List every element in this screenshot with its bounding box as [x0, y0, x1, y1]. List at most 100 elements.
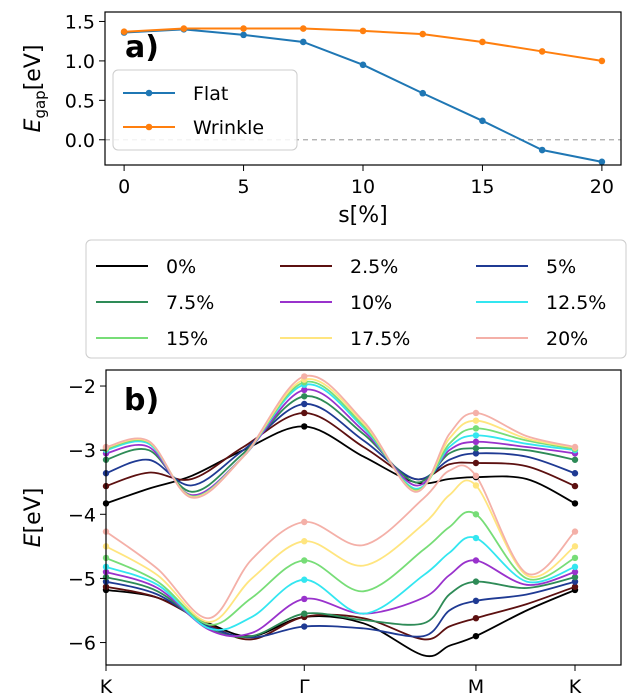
band-conduction-20% — [105, 374, 576, 499]
band-marker — [571, 578, 579, 585]
band-y-label-main: E — [21, 533, 46, 547]
band-marker — [571, 554, 579, 562]
band-marker — [472, 425, 480, 432]
band-marker — [301, 576, 308, 583]
band-marker — [472, 459, 480, 467]
band-marker — [472, 632, 480, 640]
band-marker — [571, 470, 579, 477]
band-marker — [472, 438, 480, 446]
gap-y-axis-label: Egap[eV] — [21, 45, 49, 133]
x-tick-label: 0 — [118, 176, 130, 198]
x-tick-label: 5 — [238, 176, 250, 198]
legend-label: 15% — [166, 328, 208, 350]
y-tick-label: 1.0 — [65, 51, 95, 73]
y-tick-label: 1.5 — [65, 11, 95, 33]
band-conduction-7.5% — [105, 395, 576, 493]
y-tick-label: −3 — [68, 440, 96, 462]
gap-legend: Flat Wrinkle — [112, 69, 298, 151]
band-marker — [472, 578, 480, 585]
data-point — [419, 89, 427, 97]
band-marker — [472, 445, 480, 452]
data-point — [120, 28, 128, 36]
band-marker — [571, 456, 579, 463]
legend-label: 20% — [546, 328, 588, 350]
data-point — [359, 61, 367, 69]
band-chart-frame — [105, 369, 622, 666]
x-tick-label: 10 — [351, 176, 375, 198]
gap-y-label-sub: gap — [31, 90, 49, 118]
band-marker — [472, 511, 480, 518]
band-marker — [571, 482, 579, 490]
y-tick-label: 0.0 — [65, 130, 95, 152]
band-marker — [301, 400, 308, 408]
band-marker — [571, 583, 579, 590]
y-tick-label: −4 — [68, 504, 96, 526]
data-point — [479, 117, 486, 125]
band-marker — [301, 393, 308, 400]
band-y-axis-label: E[eV] — [21, 488, 46, 548]
band-valence-20% — [105, 464, 576, 620]
legend-label: 17.5% — [350, 328, 410, 350]
band-marker — [472, 534, 480, 542]
band-legend: 0% 2.5% 5% 7.5% 10% 12.5% 15% 17.5% 20% — [85, 239, 627, 359]
kpoint-label: K — [100, 676, 113, 697]
band-legend-frame — [85, 239, 627, 359]
y-tick-label: −6 — [68, 633, 96, 655]
legend-label: 10% — [350, 292, 392, 314]
svg-text:Egap[eV]: Egap[eV] — [21, 45, 49, 133]
band-marker — [472, 409, 480, 417]
band-chart: K Γ M K−6−5−4−3−2 b) E[eV] — [21, 369, 622, 697]
band-marker — [472, 432, 480, 439]
data-point — [598, 158, 606, 166]
svg-text:E[eV]: E[eV] — [21, 488, 46, 548]
band-marker — [301, 409, 308, 417]
band-marker — [301, 423, 308, 430]
band-marker — [571, 443, 579, 451]
band-marker — [472, 597, 480, 605]
band-marker — [301, 518, 308, 526]
band-marker — [472, 472, 480, 480]
x-tick-label: 20 — [590, 176, 614, 198]
band-marker — [472, 557, 480, 564]
data-point — [299, 38, 307, 46]
data-point — [479, 38, 486, 46]
legend-label: 0% — [166, 256, 196, 278]
gap-y-label-main: E — [21, 118, 46, 132]
band-marker — [301, 557, 308, 564]
band-marker — [571, 528, 579, 535]
panel-b-label: b) — [124, 383, 159, 418]
band-marker — [301, 538, 308, 545]
gap-y-label-unit: [eV] — [21, 45, 46, 91]
legend-marker — [145, 123, 153, 131]
legend-marker — [145, 89, 153, 97]
kpoint-label: M — [468, 676, 484, 697]
y-tick-label: −2 — [68, 376, 96, 398]
band-marker — [571, 568, 579, 576]
band-marker — [571, 573, 579, 581]
gap-chart: 0 5 10 15 20 0.0 0.5 1.0 1.5 a) s[%] Egap[eV] Fl… — [21, 11, 622, 228]
band-marker — [472, 614, 480, 622]
data-point — [240, 25, 247, 32]
band-y-label-unit: [eV] — [21, 488, 46, 534]
band-marker — [301, 610, 308, 617]
band-marker — [301, 386, 308, 394]
legend-label: 12.5% — [546, 292, 606, 314]
legend-label: 5% — [546, 256, 576, 278]
band-marker — [571, 563, 579, 571]
gap-x-axis-label: s[%] — [338, 203, 388, 228]
kpoint-label: K — [569, 676, 582, 697]
data-point — [538, 146, 546, 154]
band-marker — [472, 417, 480, 424]
band-conduction-2.5% — [105, 412, 576, 487]
data-point — [598, 57, 606, 65]
y-tick-label: 0.5 — [65, 90, 95, 112]
kpoint-label: Γ — [299, 676, 310, 697]
band-marker — [472, 482, 480, 489]
y-tick-label: −5 — [68, 568, 96, 590]
band-marker — [301, 595, 308, 603]
x-tick-label: 15 — [470, 176, 494, 198]
data-point — [299, 25, 307, 32]
legend-label: Flat — [193, 83, 228, 105]
band-marker — [301, 623, 308, 630]
